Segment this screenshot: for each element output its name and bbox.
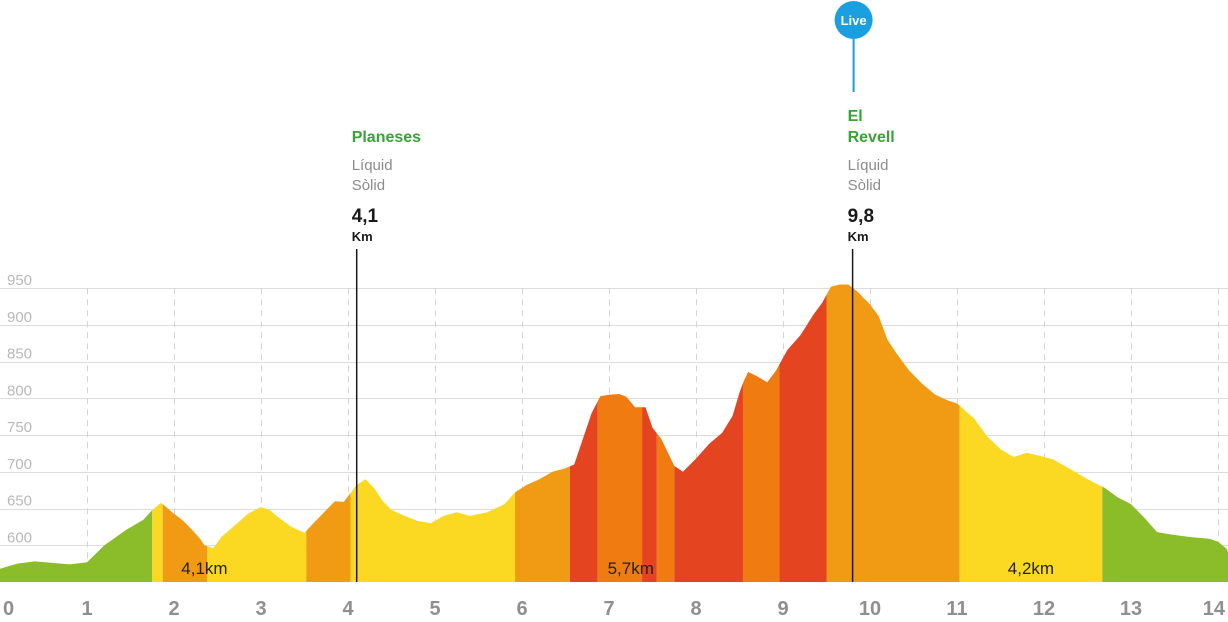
waypoint-supply-label: Sòlid [848,177,881,194]
live-badge[interactable]: Live [834,1,873,92]
difficulty-segment [569,284,598,582]
difficulty-segment [779,284,827,582]
live-pin-icon [834,1,873,39]
difficulty-segment [152,284,163,582]
difficulty-segment [1102,284,1228,582]
x-tick-label: 6 [516,598,527,620]
waypoint-marker[interactable]: El Revell Líquid Sòlid 9,8 Km Live [834,1,895,582]
waypoint-distance-unit: Km [848,229,869,244]
difficulty-segment [597,284,643,582]
x-tick-label: 3 [255,598,266,620]
x-tick-label: 8 [690,598,701,620]
x-tick-label: 1 [81,598,92,620]
x-tick-label: 4 [342,598,354,620]
segment-distance-label: 4,2km [1008,559,1054,578]
x-tick-label: 14 [1203,598,1226,620]
x-tick-label: 0 [3,598,14,620]
segment-distance-label: 4,1km [181,559,227,578]
difficulty-segment [162,284,208,582]
difficulty-segment [826,284,960,582]
waypoint-distance: 9,8 [848,206,874,227]
segment-labels: 4,1km 5,7km 4,2km [181,559,1054,578]
x-tick-label: 5 [429,598,440,620]
x-tick-label: 13 [1120,598,1142,620]
y-tick-label: 850 [7,346,32,363]
waypoint-name: Planeses [352,129,421,146]
difficulty-segment [742,284,780,582]
waypoint-distance-unit: Km [352,229,373,244]
live-label: Live [841,13,867,28]
y-tick-label: 950 [7,272,32,289]
waypoints: Planeses Líquid Sòlid 4,1 Km El Revell Líquid Sò… [352,1,895,582]
difficulty-segment [959,284,1103,582]
difficulty-segment [656,284,675,582]
waypoint-distance: 4,1 [352,206,379,227]
y-tick-label: 650 [7,493,32,510]
x-tick-label: 2 [168,598,179,620]
difficulty-segment [515,284,570,582]
x-tick-label: 9 [777,598,788,620]
waypoint-supply-label: Líquid [352,157,393,174]
y-tick-label: 700 [7,456,32,473]
y-tick-label: 800 [7,382,32,399]
elevation-area [0,284,1228,582]
difficulty-segment [674,284,743,582]
segment-distance-label: 5,7km [608,559,654,578]
waypoint-marker[interactable]: Planeses Líquid Sòlid 4,1 Km [352,129,421,582]
y-axis-ticks: 950 900 850 800 750 700 650 600 [7,272,32,546]
difficulty-segment [306,284,351,582]
x-axis-ticks: 0 1 2 3 4 5 6 7 8 9 10 11 12 13 14 [3,598,1226,620]
difficulty-segment [642,284,657,582]
y-tick-label: 750 [7,419,32,436]
y-tick-label: 600 [7,529,32,546]
difficulty-segment [350,284,516,582]
waypoint-name: Revell [848,129,895,146]
x-tick-label: 11 [946,598,967,620]
y-tick-label: 900 [7,309,32,326]
waypoint-supply-label: Sòlid [352,177,385,194]
x-tick-label: 12 [1033,598,1055,620]
difficulty-segment [207,284,307,582]
waypoint-name: El [848,108,863,125]
waypoint-supply-label: Líquid [848,157,889,174]
x-tick-label: 7 [603,598,614,620]
x-tick-label: 10 [859,598,881,620]
